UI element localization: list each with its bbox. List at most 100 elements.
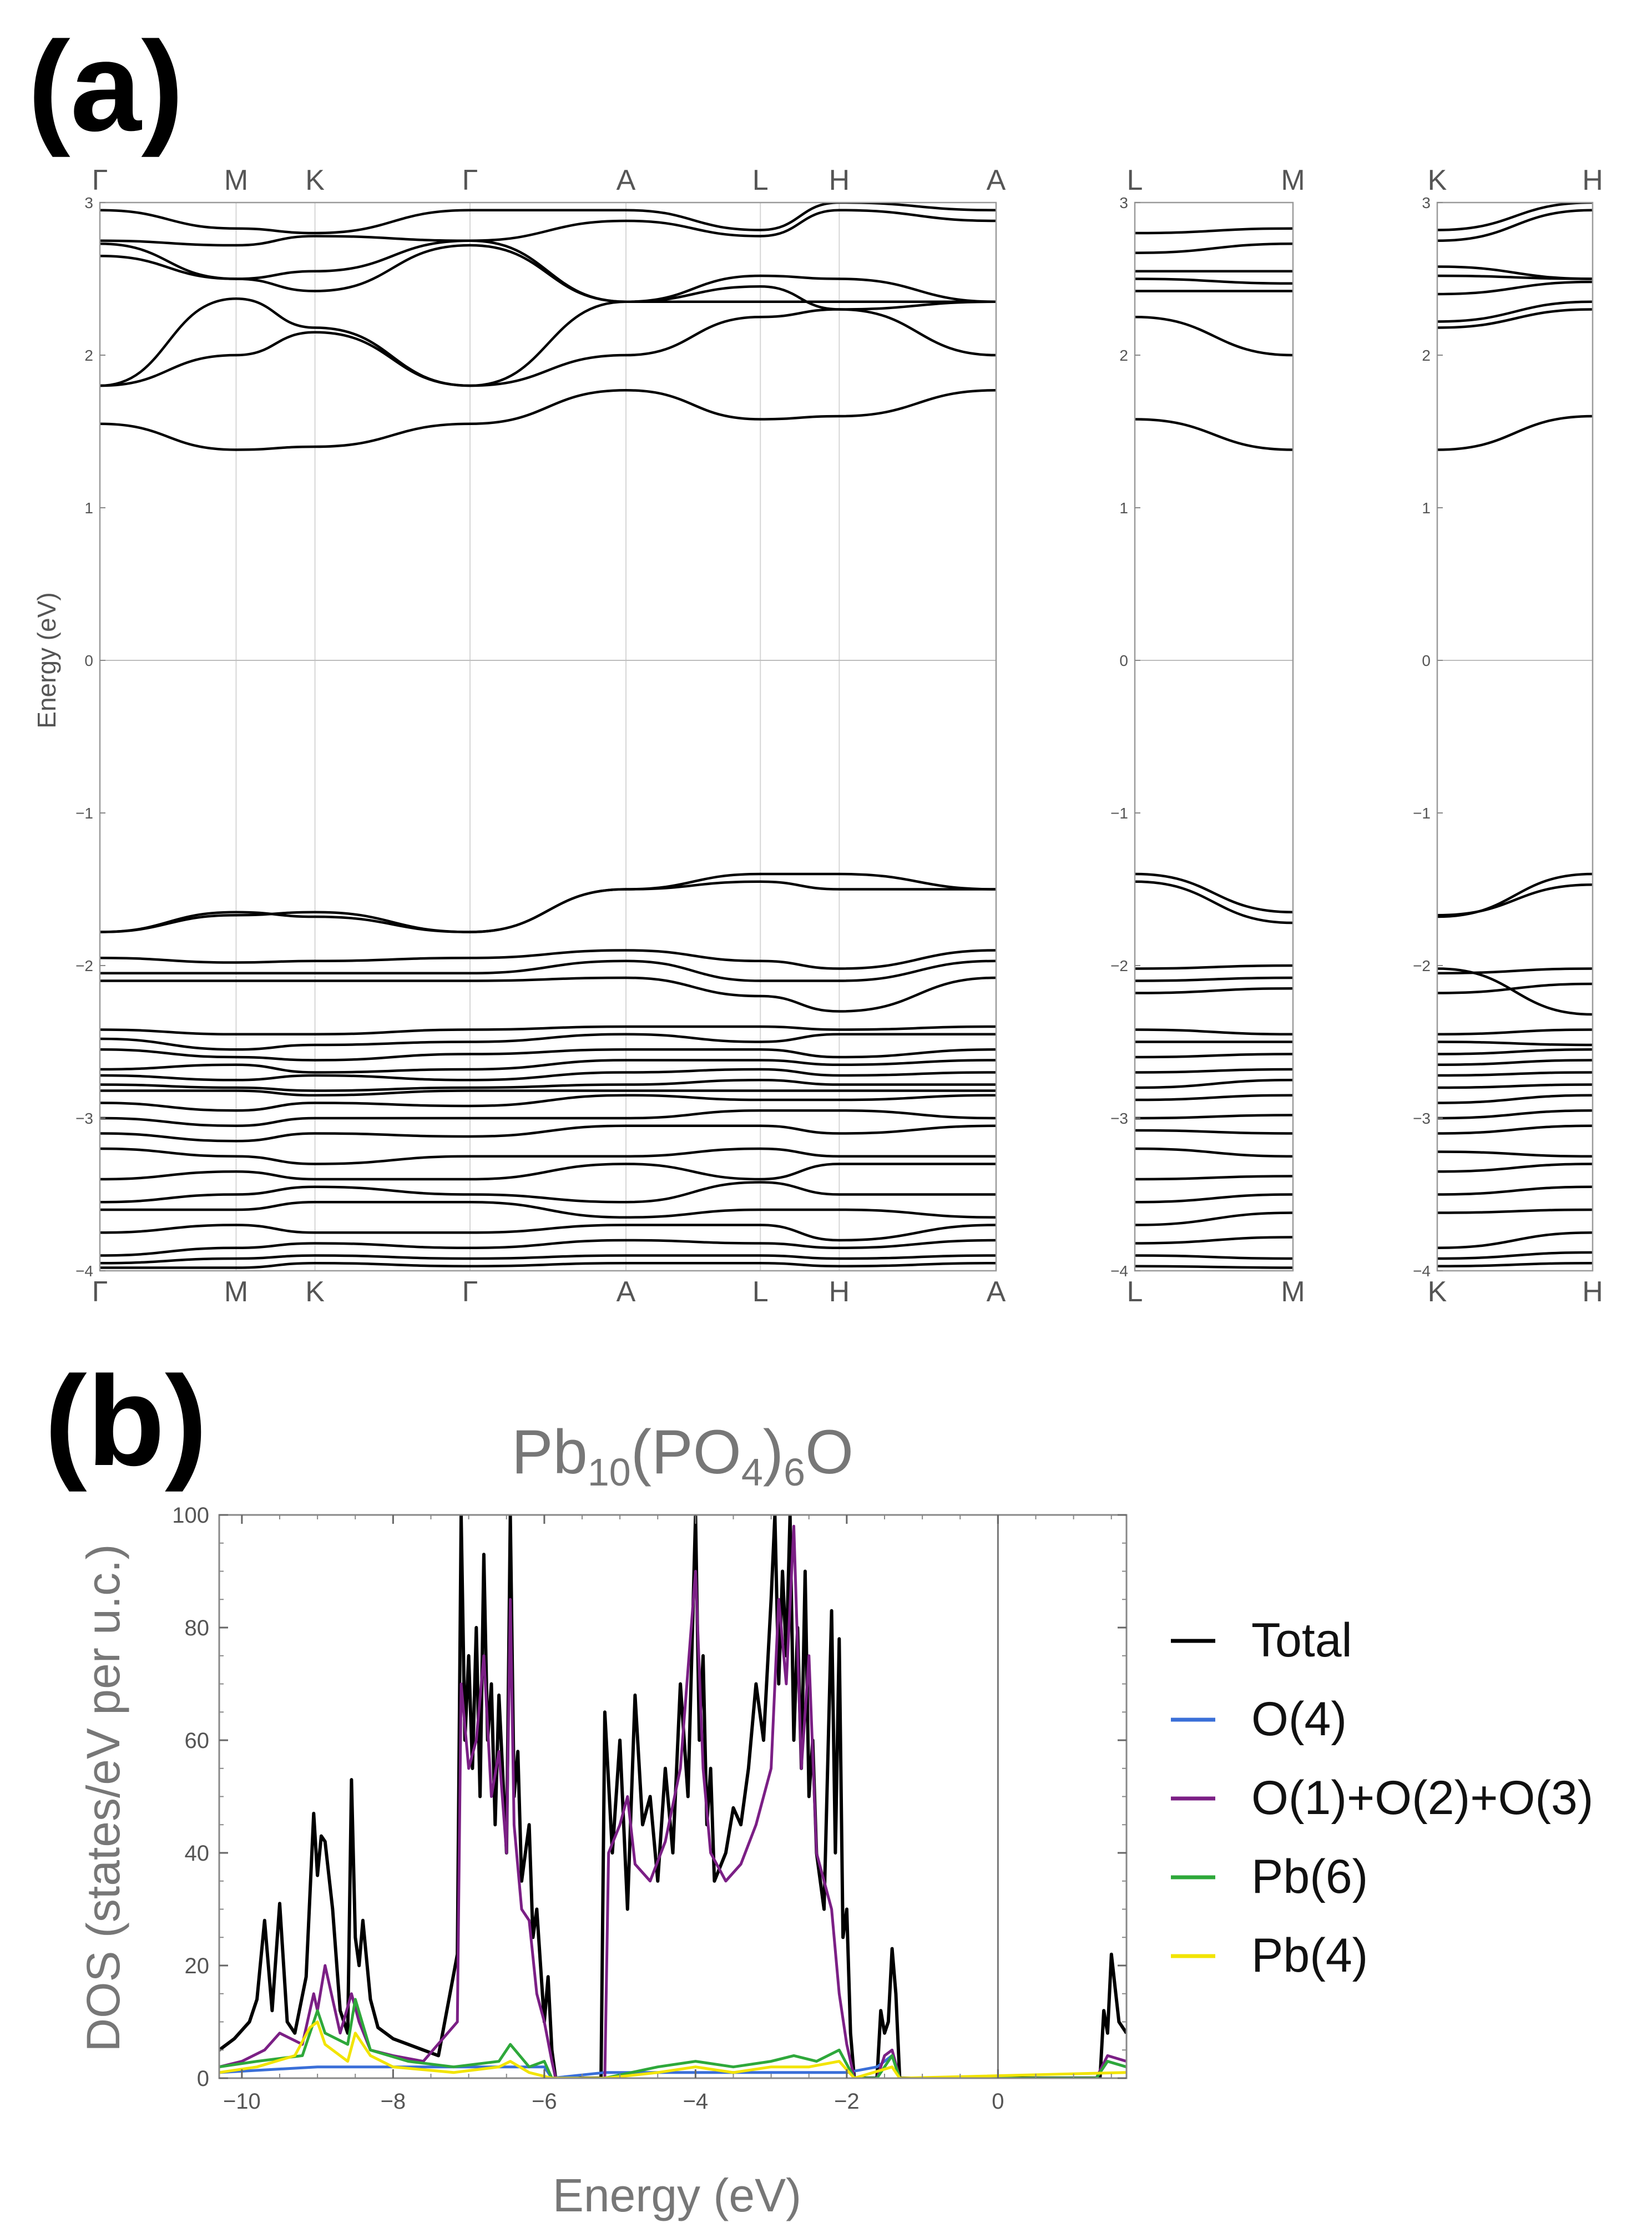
band-line — [100, 1254, 996, 1265]
band-ytick-label: 0 — [84, 652, 93, 669]
kpoint-label-top: Γ — [92, 164, 108, 196]
band-ytick-label: 0 — [1119, 652, 1128, 669]
band-line — [1135, 1193, 1293, 1204]
band-lines — [1437, 203, 1593, 1267]
band-ytick-label: −3 — [75, 1110, 93, 1127]
band-line — [1437, 1028, 1593, 1035]
kpoint-label-top: A — [987, 164, 1006, 196]
dos-xtick-label: −8 — [381, 2089, 406, 2114]
band-line — [100, 1033, 996, 1051]
band-line — [100, 388, 996, 451]
band-line — [100, 1239, 996, 1257]
band-line — [100, 1059, 996, 1074]
dos-xtick-label: −10 — [223, 2089, 261, 2114]
band-line — [1437, 1094, 1593, 1104]
panel-label-a: (a) — [28, 15, 184, 158]
band-line — [1437, 1048, 1593, 1055]
band-ytick-label: −2 — [75, 957, 93, 974]
kpoint-label-bottom: Γ — [92, 1276, 108, 1308]
kpoint-label-top: Γ — [462, 164, 478, 196]
band-line — [1437, 1163, 1593, 1173]
band-line — [1135, 1028, 1293, 1035]
band-ytick-label: −1 — [75, 805, 93, 822]
band-ytick-label: −1 — [1413, 805, 1431, 822]
band-line — [1135, 1211, 1293, 1226]
band-ylabel: Energy (eV) — [32, 592, 61, 728]
band-ytick-label: 3 — [1119, 194, 1128, 211]
band-ytick-label: −2 — [1413, 957, 1431, 974]
band-line — [100, 1181, 996, 1204]
band-line — [1135, 418, 1293, 451]
dos-ytick-label: 20 — [185, 1954, 210, 1978]
kpoint-label-top: M — [1281, 164, 1305, 196]
band-line — [1437, 274, 1593, 280]
band-line — [100, 1147, 996, 1165]
band-line — [100, 959, 996, 982]
dos-series-Total — [219, 1515, 1126, 2078]
dos-ytick-label: 0 — [197, 2067, 209, 2091]
kpoint-label-top: K — [305, 164, 325, 196]
band-ytick-label: −4 — [1110, 1262, 1128, 1280]
panel-label-b: (b) — [44, 1350, 208, 1492]
kpoint-label-bottom: L — [752, 1276, 769, 1308]
band-line — [100, 1068, 996, 1082]
band-ytick-label: 3 — [1422, 194, 1431, 211]
band-lines — [100, 203, 996, 1269]
band-line — [100, 1224, 996, 1242]
legend-label-1: O(4) — [1251, 1693, 1347, 1746]
band-line — [1135, 1254, 1293, 1260]
kpoint-label-bottom: A — [987, 1276, 1006, 1308]
band-line — [1437, 300, 1593, 323]
band-line — [100, 1048, 996, 1062]
legend-label-4: Pb(4) — [1251, 1929, 1368, 1982]
band-line — [1135, 976, 1293, 982]
band-ytick-label: −1 — [1110, 805, 1128, 822]
band-line — [1135, 1129, 1293, 1135]
band-line — [1437, 415, 1593, 451]
dos-ytick-label: 80 — [185, 1616, 210, 1640]
dos-title-po: (PO — [631, 1417, 741, 1487]
band-line — [1437, 1083, 1593, 1089]
dos-title-sub-10: 10 — [588, 1451, 631, 1494]
legend-label-2: O(1)+O(2)+O(3) — [1251, 1771, 1593, 1825]
band-ytick-label: −3 — [1413, 1110, 1431, 1127]
dos-series-O(4) — [219, 2054, 1126, 2078]
band-ytick-label: 1 — [84, 499, 93, 517]
band-line — [1135, 227, 1293, 235]
dos-plot: −10 −8 −6 −4 −2 0 0 20 40 60 80 100 — [172, 1503, 1128, 2114]
band-line — [1437, 308, 1593, 329]
band-ytick-label: −4 — [1413, 1262, 1431, 1280]
band-ytick-label: 2 — [1422, 347, 1431, 364]
band-ytick-label: 1 — [1119, 499, 1128, 517]
band-line — [1135, 242, 1293, 254]
kpoint-label-top: L — [752, 164, 769, 196]
kpoint-label-bottom: A — [617, 1276, 636, 1308]
dos-series-O(1)+O(2)+O(3) — [219, 1524, 1126, 2078]
dos-title-paren: ) — [763, 1417, 784, 1487]
dos-ytick-label: 40 — [185, 1841, 210, 1866]
band-lines — [1135, 227, 1293, 1269]
band-line — [1437, 1185, 1593, 1196]
band-line — [100, 1025, 996, 1036]
dos-series-Pb(4) — [219, 2020, 1126, 2078]
band-line — [1135, 1175, 1293, 1181]
band-line — [100, 880, 996, 933]
kpoint-label-bottom: L — [1127, 1276, 1143, 1308]
band-line — [1437, 1251, 1593, 1260]
band-line — [100, 1163, 996, 1181]
band-line — [1437, 203, 1593, 231]
band-line — [1135, 1068, 1293, 1074]
dos-xtick-label: −4 — [683, 2089, 709, 2114]
band-line — [100, 203, 996, 235]
band-line — [1437, 982, 1593, 994]
band-line — [1135, 316, 1293, 357]
dos-ytick-label: 100 — [172, 1503, 209, 1528]
band-line — [1135, 277, 1293, 285]
dos-series-group — [219, 1515, 1126, 2078]
dos-xtick-label: −2 — [834, 2089, 860, 2114]
band-frame — [99, 201, 997, 1272]
kpoint-label-top: H — [1582, 164, 1603, 196]
